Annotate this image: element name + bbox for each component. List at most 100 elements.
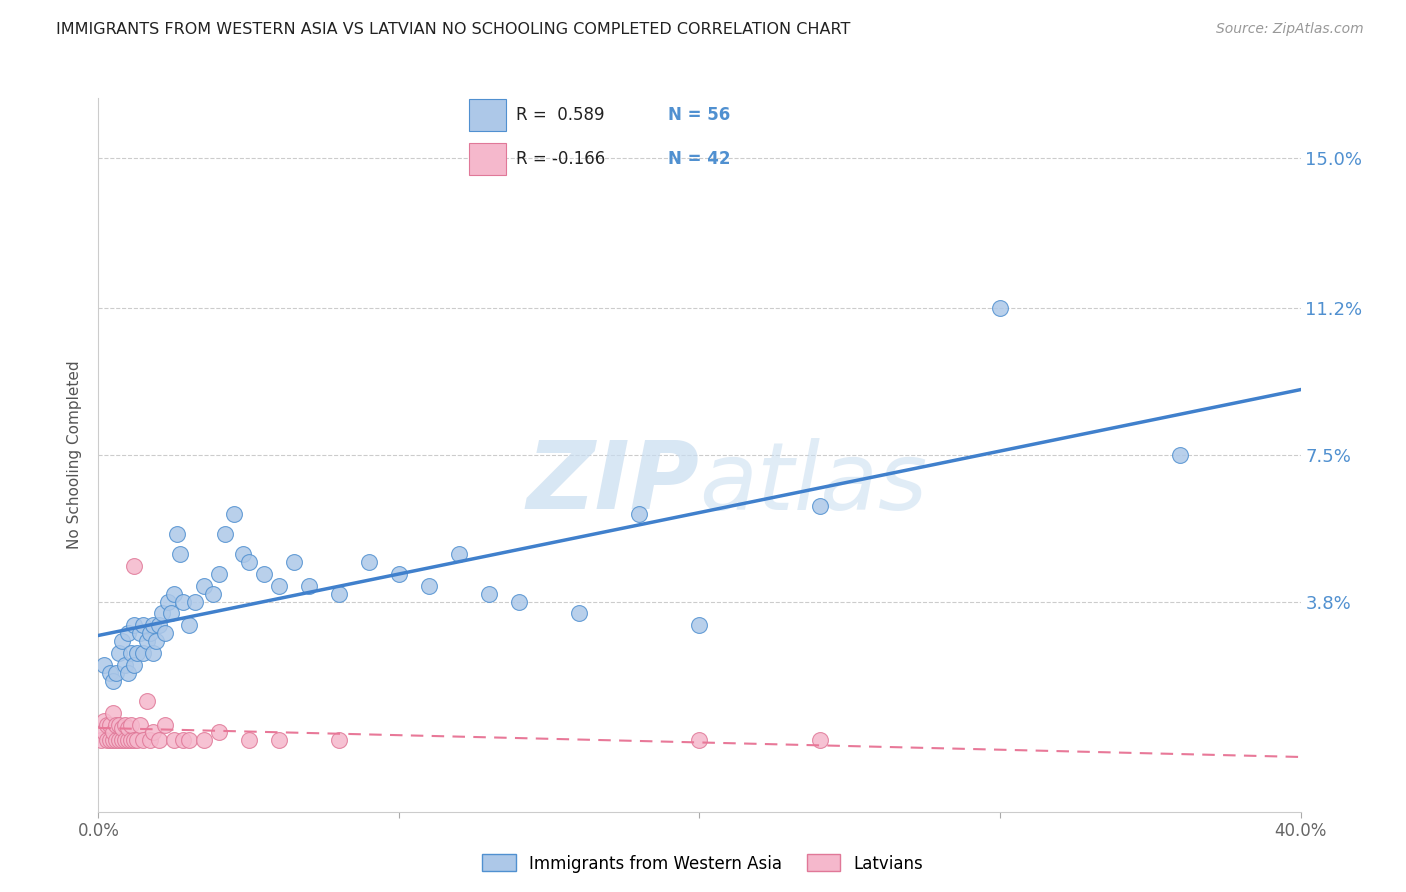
Point (100, 733, 122, 747)
Point (238, 555, 260, 569)
Point (129, 717, 152, 731)
Point (150, 607, 173, 621)
Point (141, 646, 163, 660)
Point (478, 587, 501, 601)
Point (93, 714, 115, 728)
Point (148, 733, 170, 747)
Text: R =  0.589: R = 0.589 (516, 106, 605, 124)
Point (127, 646, 149, 660)
Point (121, 717, 143, 731)
Point (108, 717, 131, 731)
Point (193, 579, 215, 593)
Point (117, 626, 139, 640)
Point (166, 527, 188, 541)
Point (96, 733, 118, 747)
Point (138, 733, 160, 747)
Point (508, 594, 530, 608)
Point (988, 301, 1011, 316)
Point (153, 626, 176, 640)
Point (357, 555, 380, 569)
Point (117, 665, 139, 680)
Point (183, 594, 205, 608)
Point (689, 733, 711, 747)
Point (100, 717, 122, 731)
Bar (470, 143, 506, 176)
Legend: Immigrants from Western Asia, Latvians: Immigrants from Western Asia, Latvians (475, 847, 931, 880)
Point (121, 733, 143, 747)
Point (193, 733, 215, 747)
Point (222, 508, 245, 522)
Point (90, 733, 112, 747)
Point (114, 733, 136, 747)
Point (103, 706, 125, 720)
Point (153, 717, 176, 731)
Point (111, 722, 134, 736)
Point (148, 618, 170, 632)
Point (388, 566, 411, 581)
Text: N = 42: N = 42 (668, 150, 731, 168)
Point (105, 717, 128, 731)
Point (124, 558, 146, 573)
Point (111, 634, 134, 648)
Point (298, 579, 321, 593)
Point (124, 658, 146, 673)
Point (96, 717, 118, 731)
Point (253, 566, 276, 581)
Point (162, 587, 184, 601)
Point (132, 618, 155, 632)
Point (132, 646, 155, 660)
Point (121, 646, 143, 660)
Point (568, 607, 591, 621)
Point (117, 733, 139, 747)
Point (283, 555, 305, 569)
Text: ZIP: ZIP (527, 437, 700, 530)
Point (267, 733, 290, 747)
Bar (470, 98, 506, 131)
Point (808, 733, 831, 747)
Text: Source: ZipAtlas.com: Source: ZipAtlas.com (1216, 22, 1364, 37)
Point (141, 725, 163, 739)
Point (177, 733, 200, 747)
Text: N = 56: N = 56 (668, 106, 731, 124)
Point (232, 547, 254, 561)
Point (238, 733, 260, 747)
Point (138, 626, 160, 640)
Point (93, 658, 115, 673)
Point (169, 547, 191, 561)
Point (201, 587, 224, 601)
Point (124, 733, 146, 747)
Point (129, 626, 152, 640)
Point (114, 717, 136, 731)
Point (93, 725, 115, 739)
Point (135, 694, 157, 708)
Point (111, 733, 134, 747)
Point (172, 733, 194, 747)
Point (105, 733, 128, 747)
Point (447, 547, 470, 561)
Text: atlas: atlas (700, 438, 928, 529)
Point (1170, 448, 1192, 462)
Point (808, 500, 831, 514)
Point (135, 634, 157, 648)
Point (103, 725, 125, 739)
Point (267, 579, 290, 593)
Point (141, 618, 163, 632)
Point (103, 733, 125, 747)
Point (127, 733, 149, 747)
Text: IMMIGRANTS FROM WESTERN ASIA VS LATVIAN NO SCHOOLING COMPLETED CORRELATION CHART: IMMIGRANTS FROM WESTERN ASIA VS LATVIAN … (56, 22, 851, 37)
Y-axis label: No Schooling Completed: No Schooling Completed (67, 360, 83, 549)
Point (156, 594, 179, 608)
Point (159, 607, 181, 621)
Point (100, 665, 122, 680)
Point (214, 527, 236, 541)
Point (117, 722, 139, 736)
Point (114, 658, 136, 673)
Point (105, 665, 128, 680)
Point (108, 733, 131, 747)
Point (145, 634, 167, 648)
Point (124, 618, 146, 632)
Point (132, 733, 155, 747)
Point (108, 646, 131, 660)
Point (208, 725, 231, 739)
Point (328, 733, 350, 747)
